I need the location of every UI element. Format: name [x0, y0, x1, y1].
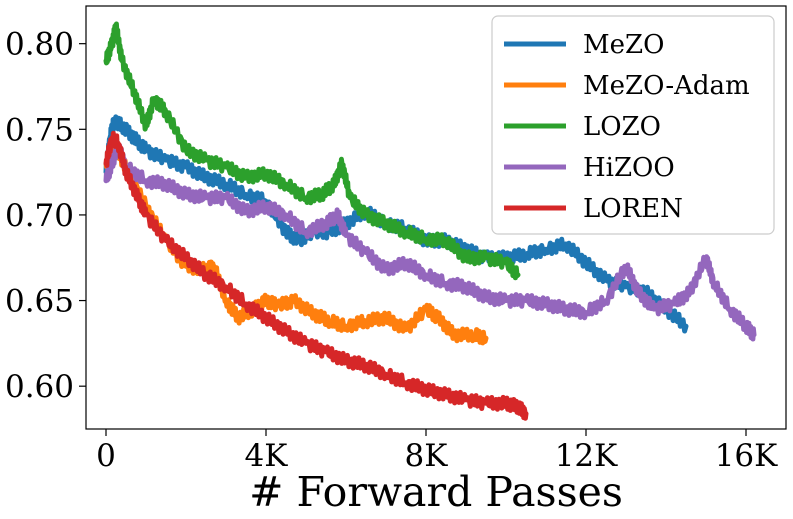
x-axis: 0 4K 8K 12K 16K	[96, 429, 778, 474]
x-tick-label: 0	[96, 438, 116, 474]
series-line-mezo	[103, 114, 689, 334]
plot-lines	[103, 21, 757, 421]
x-tick-label: 8K	[405, 438, 449, 474]
x-tick-label: 4K	[245, 438, 289, 474]
series-line-loren	[103, 130, 529, 421]
y-tick-label: 0.65	[5, 284, 74, 320]
series-line-hizoo	[103, 141, 757, 342]
legend-label: MeZO-Adam	[583, 71, 750, 101]
series-line-lozo	[103, 21, 521, 281]
x-axis-title: # Forward Passes	[249, 468, 623, 516]
y-tick-label: 0.75	[5, 112, 74, 148]
x-tick-label: 16K	[715, 438, 778, 474]
legend-box	[491, 15, 775, 235]
y-tick-label: 0.60	[5, 369, 74, 405]
legend: MeZO MeZO-Adam LOZO HiZOO LOREN	[491, 15, 775, 235]
y-tick-label: 0.80	[5, 27, 74, 63]
legend-label: LOZO	[583, 112, 661, 142]
legend-label: MeZO	[583, 30, 664, 60]
axes-frame	[85, 5, 787, 430]
x-tick-label: 12K	[555, 438, 618, 474]
legend-label: HiZOO	[583, 153, 675, 183]
legend-label: LOREN	[583, 194, 683, 224]
y-tick-label: 0.70	[5, 198, 74, 234]
y-axis: 0.60 0.65 0.70 0.75 0.80	[5, 27, 86, 405]
